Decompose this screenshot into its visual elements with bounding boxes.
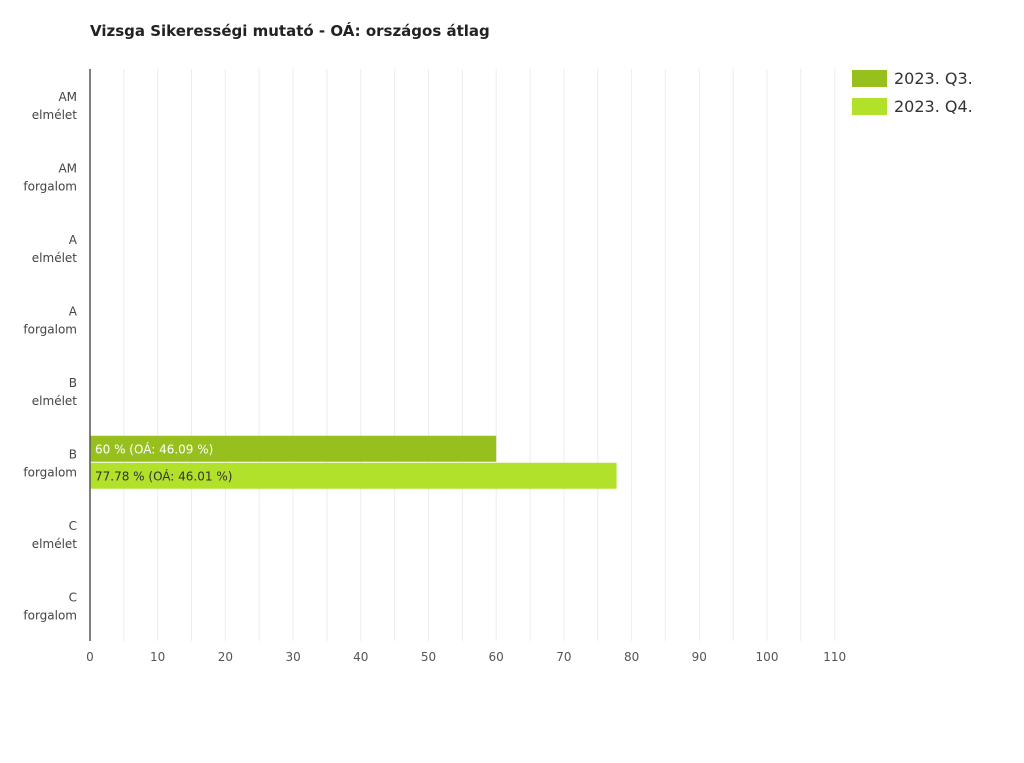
x-tick-label: 40 xyxy=(353,650,368,664)
y-tick-label: C xyxy=(69,519,77,533)
x-tick-label: 70 xyxy=(556,650,571,664)
data-label: 60 % (OÁ: 46.09 %) xyxy=(95,441,213,456)
y-tick-label: elmélet xyxy=(32,251,78,265)
x-tick-label: 60 xyxy=(489,650,504,664)
x-tick-label: 10 xyxy=(150,650,165,664)
x-tick-label: 80 xyxy=(624,650,639,664)
chart-title: Vizsga Sikerességi mutató - OÁ: országos… xyxy=(90,22,490,40)
x-tick-label: 20 xyxy=(218,650,233,664)
y-tick-label: forgalom xyxy=(23,608,77,622)
y-tick-label: elmélet xyxy=(32,394,78,408)
y-tick-label: B xyxy=(69,447,77,461)
bar xyxy=(90,462,617,489)
legend-label: 2023. Q3. xyxy=(894,69,973,88)
x-tick-label: 30 xyxy=(285,650,300,664)
y-tick-label: B xyxy=(69,376,77,390)
y-tick-label: AM xyxy=(58,161,77,175)
y-tick-label: forgalom xyxy=(23,465,77,479)
y-tick-label: forgalom xyxy=(23,322,77,336)
y-tick-label: elmélet xyxy=(32,108,78,122)
legend-item-q4[interactable]: 2023. Q4. xyxy=(852,97,973,116)
y-tick-label: A xyxy=(69,304,78,318)
x-tick-label: 0 xyxy=(86,650,94,664)
legend-label: 2023. Q4. xyxy=(894,97,973,116)
bar xyxy=(90,435,497,462)
y-tick-label: forgalom xyxy=(23,179,77,193)
x-tick-label: 90 xyxy=(692,650,707,664)
x-tick-label: 110 xyxy=(823,650,846,664)
legend-swatch xyxy=(852,70,887,87)
x-tick-label: 50 xyxy=(421,650,436,664)
y-tick-label: C xyxy=(69,590,77,604)
y-tick-label: AM xyxy=(58,90,77,104)
y-tick-label: A xyxy=(69,233,78,247)
legend-item-q3[interactable]: 2023. Q3. xyxy=(852,69,973,88)
x-tick-label: 100 xyxy=(756,650,779,664)
y-tick-label: elmélet xyxy=(32,537,78,551)
data-label: 77.78 % (OÁ: 46.01 %) xyxy=(95,468,232,483)
legend-swatch xyxy=(852,98,887,115)
